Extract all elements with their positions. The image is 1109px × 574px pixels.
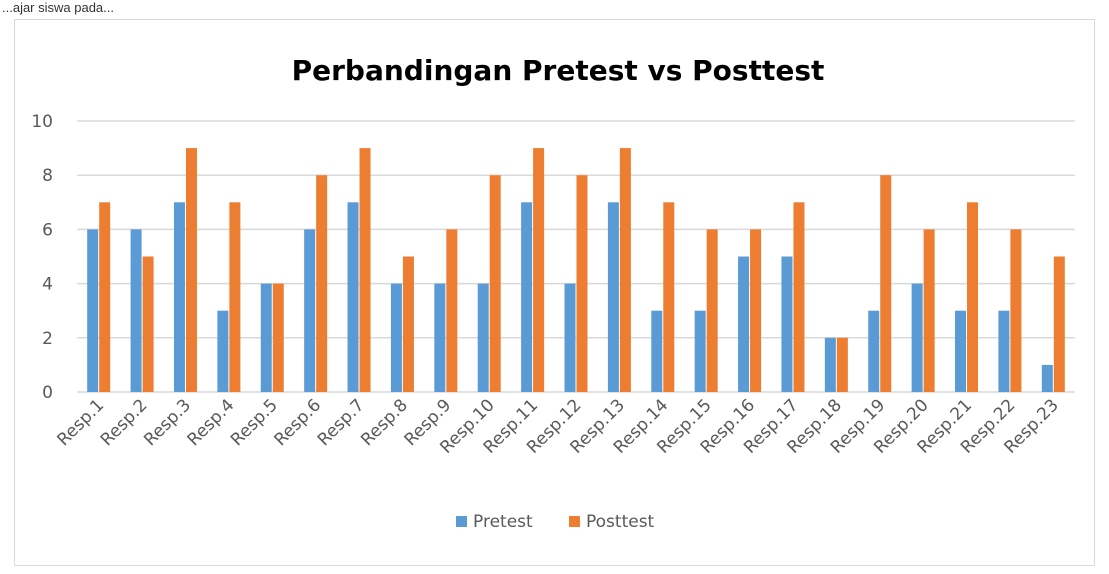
bar-pretest	[390, 283, 402, 392]
bar-posttest	[272, 283, 284, 392]
y-tick-label: 10	[31, 112, 53, 132]
y-tick-label: 4	[42, 275, 53, 295]
x-tick-label: Resp.8	[357, 395, 412, 450]
x-tick-label: Resp.3	[140, 395, 195, 450]
y-tick-label: 2	[42, 329, 53, 349]
x-tick-label: Resp.2	[97, 395, 152, 450]
bar-posttest	[142, 256, 154, 392]
bar-pretest	[260, 283, 272, 392]
bar-pretest	[130, 229, 142, 392]
bar-posttest	[706, 229, 718, 392]
bar-pretest	[434, 283, 446, 392]
bar-posttest	[99, 202, 111, 392]
bar-pretest	[217, 310, 229, 392]
legend-swatch-pretest	[456, 516, 467, 527]
bar-pretest	[651, 310, 663, 392]
bar-posttest	[446, 229, 458, 392]
bar-posttest	[576, 175, 588, 392]
bar-posttest	[533, 148, 545, 392]
bar-posttest	[359, 148, 371, 392]
bar-posttest	[750, 229, 762, 392]
bar-pretest	[347, 202, 359, 392]
bar-pretest	[911, 283, 923, 392]
bar-posttest	[793, 202, 805, 392]
bar-posttest	[489, 175, 501, 392]
page-top-text: ...ajar siswa pada...	[2, 0, 114, 15]
bar-posttest	[316, 175, 328, 392]
gridlines	[77, 120, 1075, 393]
x-tick-label: Resp.6	[270, 395, 325, 450]
bar-pretest	[304, 229, 316, 392]
legend: Pretest Posttest	[456, 512, 655, 532]
legend-label-pretest: Pretest	[473, 512, 533, 532]
y-tick-label: 6	[42, 220, 53, 240]
bar-pretest	[521, 202, 533, 392]
bar-posttest	[880, 175, 892, 392]
bar-pretest	[607, 202, 619, 392]
bar-pretest	[173, 202, 185, 392]
x-tick-label: Resp.4	[184, 395, 239, 450]
bars	[87, 148, 1065, 392]
bar-posttest	[619, 148, 631, 392]
bar-posttest	[229, 202, 241, 392]
x-axis: Resp.1Resp.2Resp.3Resp.4Resp.5Resp.6Resp…	[54, 395, 1063, 457]
bar-chart: Perbandingan Pretest vs Posttest 0 2 4 6 8 10…	[31, 54, 1075, 532]
bar-pretest	[694, 310, 706, 392]
bar-posttest	[402, 256, 414, 392]
bar-posttest	[1010, 229, 1022, 392]
y-tick-label: 0	[42, 383, 53, 403]
bar-pretest	[738, 256, 750, 392]
x-tick-label: Resp.1	[54, 395, 109, 450]
bar-posttest	[1053, 256, 1065, 392]
bar-posttest	[185, 148, 197, 392]
x-tick-label: Resp.7	[314, 395, 369, 450]
y-tick-label: 8	[42, 166, 53, 186]
bar-pretest	[955, 310, 967, 392]
bar-pretest	[564, 283, 576, 392]
legend-swatch-posttest	[569, 516, 580, 527]
bar-pretest	[998, 310, 1010, 392]
y-axis: 0 2 4 6 8 10	[31, 112, 53, 403]
bar-posttest	[967, 202, 979, 392]
bar-posttest	[923, 229, 935, 392]
bar-pretest	[868, 310, 880, 392]
bar-pretest	[824, 337, 836, 392]
bar-pretest	[477, 283, 489, 392]
bar-posttest	[836, 337, 848, 392]
x-tick-label: Resp.5	[227, 395, 282, 450]
bar-pretest	[1041, 364, 1053, 392]
chart-title: Perbandingan Pretest vs Posttest	[292, 54, 825, 87]
bar-pretest	[87, 229, 99, 392]
bar-pretest	[781, 256, 793, 392]
chart-area: Perbandingan Pretest vs Posttest 0 2 4 6 8 10…	[14, 19, 1095, 566]
bar-posttest	[663, 202, 675, 392]
legend-label-posttest: Posttest	[586, 512, 655, 532]
